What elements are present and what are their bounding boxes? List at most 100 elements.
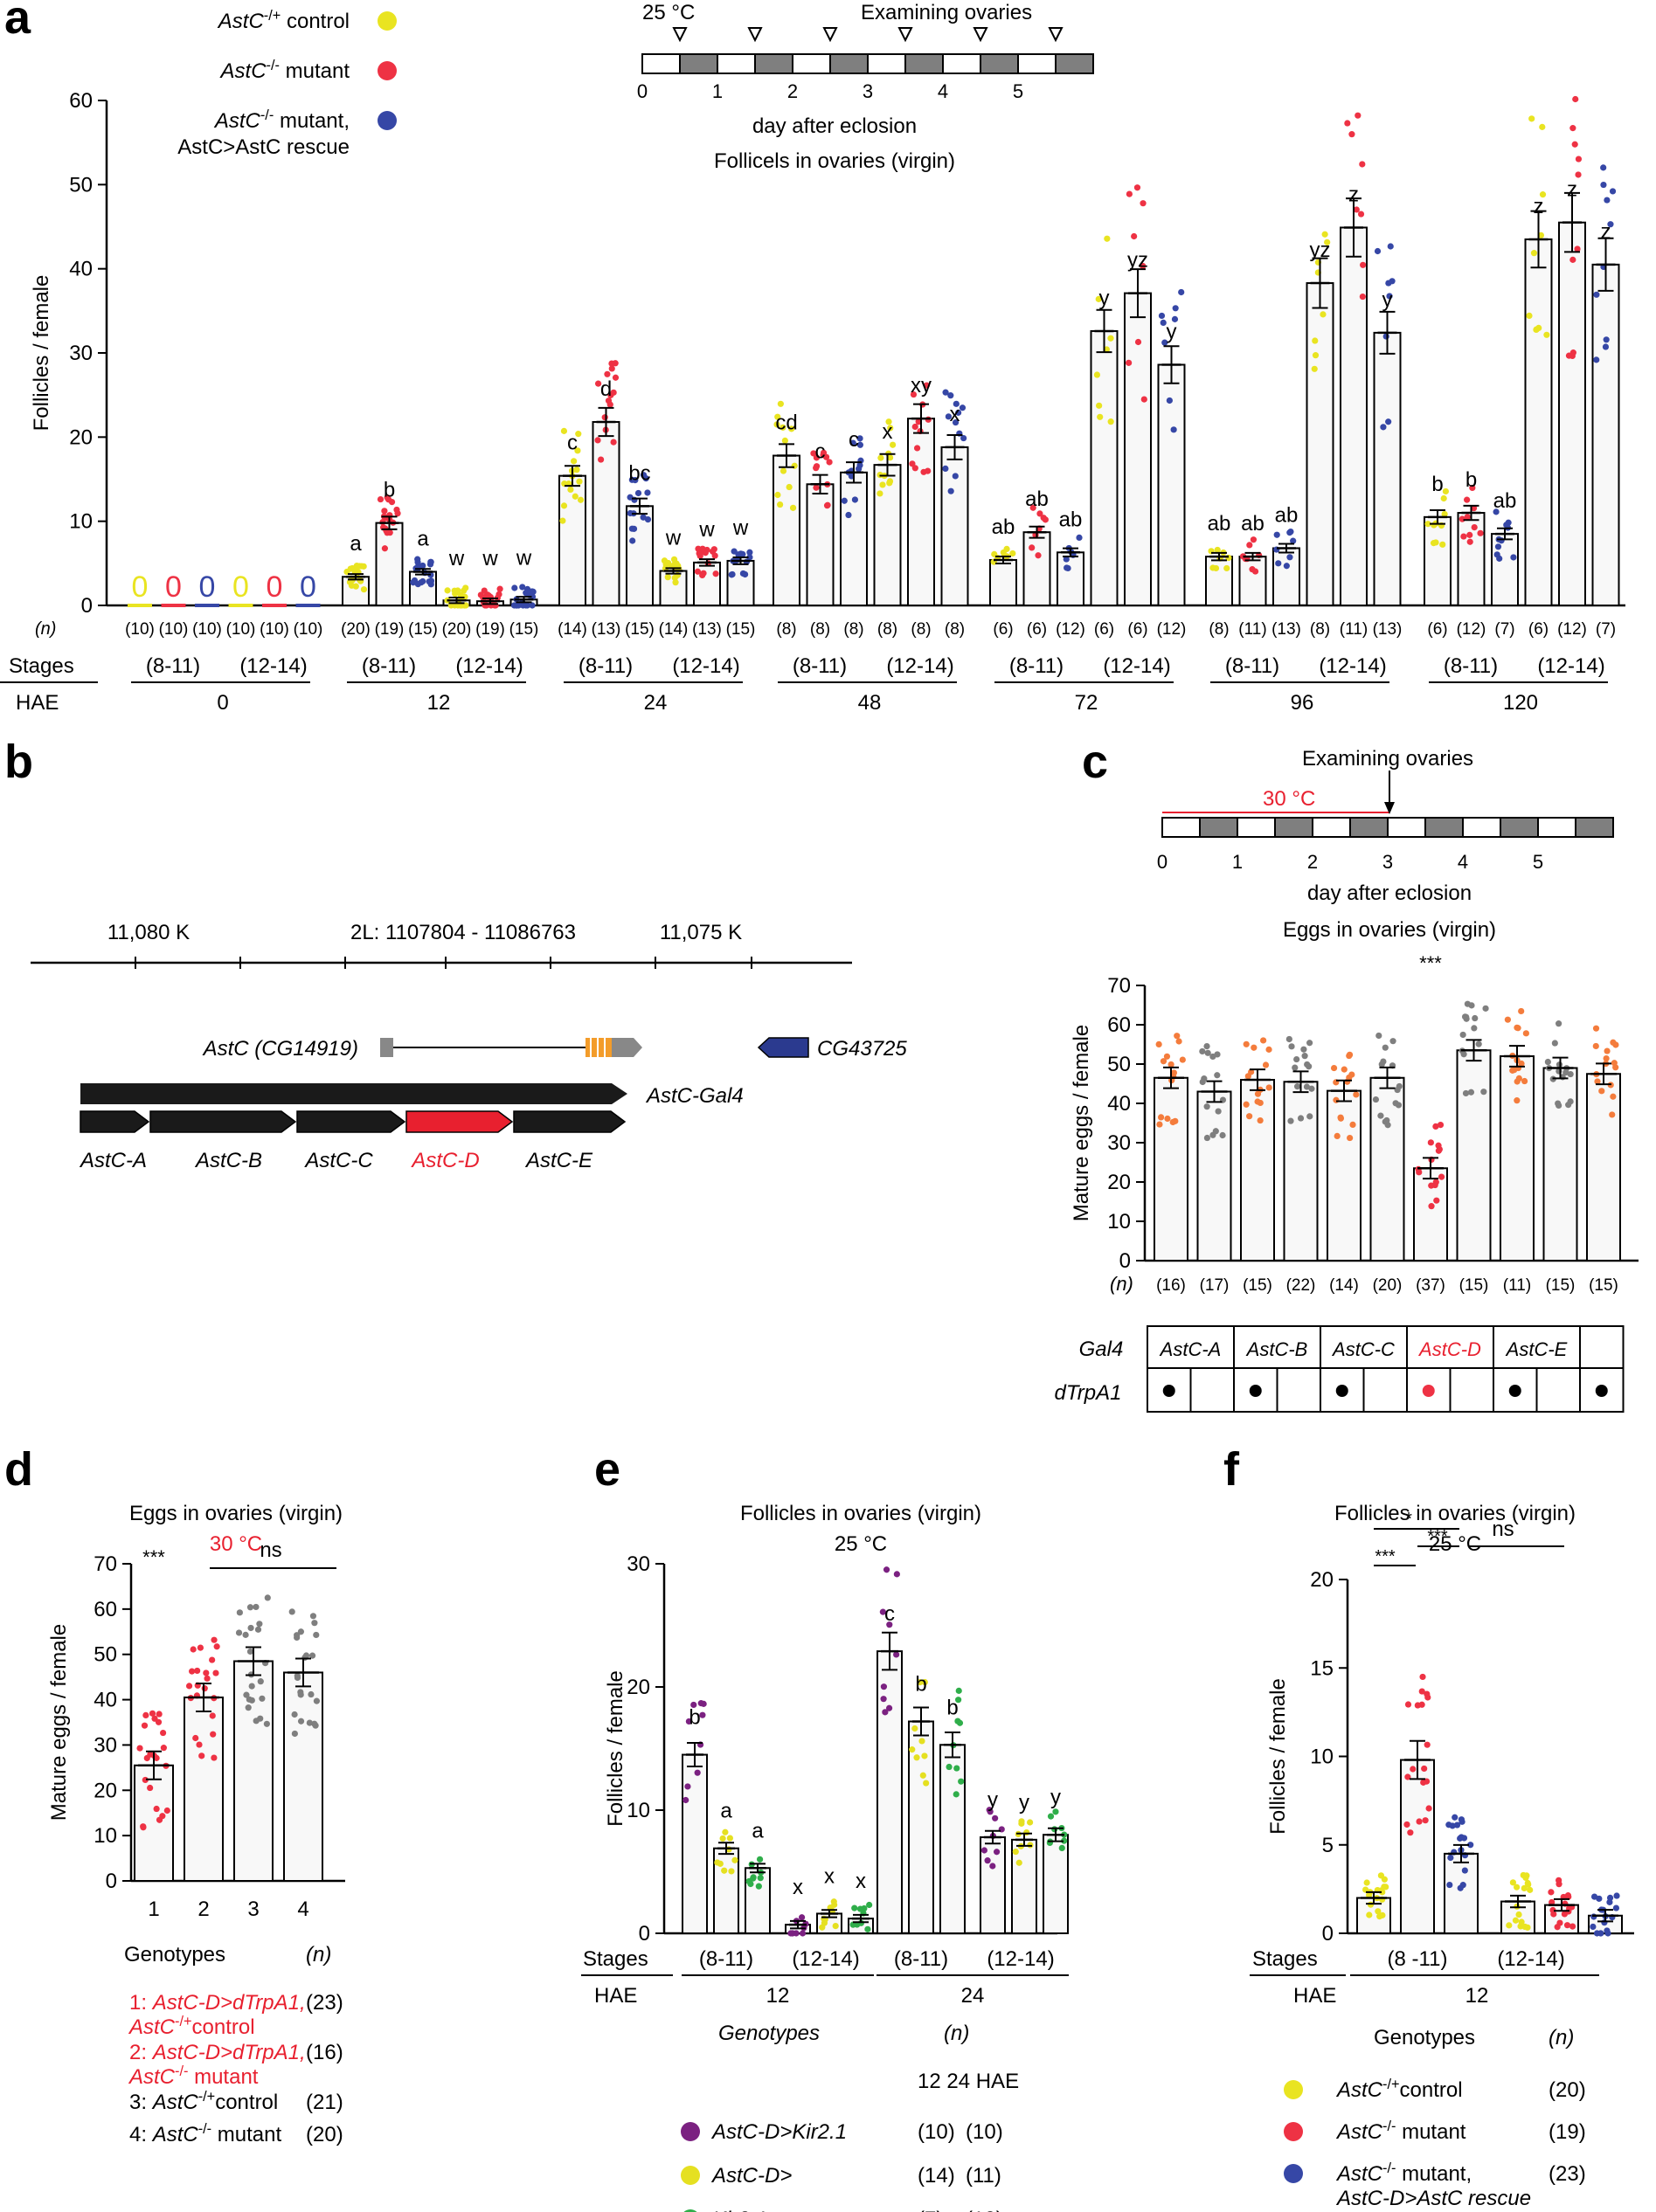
panel-c-point — [1428, 1182, 1435, 1189]
panel-a-stage-label: (8-11) — [362, 654, 416, 678]
panel-e-point — [993, 1849, 1001, 1856]
panel-e-point — [919, 1772, 926, 1779]
panel-c-point — [1155, 1040, 1162, 1047]
panel-a-point — [1439, 541, 1446, 548]
panel-c-point — [1172, 1117, 1179, 1124]
panel-a-y-tick-label: 50 — [69, 173, 93, 197]
panel-e-stat-letter: x — [824, 1864, 835, 1888]
panel-a-point — [1246, 542, 1253, 549]
timeline-a-cell — [641, 53, 681, 74]
panel-f-hae-header: HAE — [1293, 1984, 1336, 2008]
panel-e-legend-name: Kir2.1> — [712, 2208, 779, 2212]
panel-d-point — [308, 1690, 315, 1698]
timeline-a-cell — [1055, 53, 1094, 74]
panel-a-point — [1171, 315, 1179, 322]
panel-a-point — [1539, 123, 1546, 130]
panel-c-point — [1514, 1097, 1521, 1104]
panel-d-legend-n: (23) — [306, 1991, 343, 2015]
panel-e-point — [882, 1709, 889, 1716]
panel-e-point — [946, 1763, 953, 1771]
panel-a-point — [1324, 238, 1331, 245]
panel-b-tick-right: 11,075 K — [660, 921, 742, 944]
panel-a-point — [1178, 288, 1185, 296]
panel-c-point — [1337, 1114, 1344, 1121]
panel-a-point — [604, 370, 611, 377]
panel-e-point — [879, 1608, 886, 1615]
panel-f-legend-dot — [1284, 2164, 1303, 2183]
panel-a-point — [1569, 256, 1576, 263]
panel-f-point — [1422, 1817, 1429, 1824]
panel-d-legend-n: (16) — [306, 2041, 343, 2064]
panel-a-point — [699, 545, 706, 552]
panel-a-point — [664, 574, 671, 581]
panel-a-point — [1344, 120, 1351, 127]
panel-e-point — [984, 1857, 991, 1864]
panel-a-hae-label: 12 — [427, 691, 451, 715]
panel-c-n-label: (16) — [1156, 1276, 1186, 1295]
panel-a-point — [729, 570, 736, 578]
panel-a-point — [696, 552, 703, 559]
panel-d-legend-item: 1: AstC-D>dTrpA1, — [129, 1991, 306, 2015]
panel-a-point — [1385, 280, 1392, 287]
panel-e-hae-label: 12 — [766, 1984, 790, 2008]
panel-a-point — [1076, 534, 1083, 542]
panel-a-point — [1471, 523, 1478, 531]
panel-e-legend-n12: (10) — [918, 2120, 955, 2144]
panel-a-stage-label: (12-14) — [886, 654, 953, 678]
panel-f-legend-item: AstC-/- mutant — [1335, 2119, 1466, 2144]
panel-letter-e: e — [594, 1443, 620, 1496]
panel-e-point — [726, 1835, 733, 1842]
panel-c-point — [1293, 1083, 1301, 1090]
panel-c-point — [1297, 1115, 1305, 1122]
panel-a-bar — [1491, 533, 1519, 606]
panel-c-title: Eggs in ovaries (virgin) — [1283, 918, 1496, 942]
panel-f-point — [1418, 1688, 1425, 1695]
timeline-c-cell — [1500, 817, 1539, 838]
panel-e-point — [856, 1905, 864, 1912]
panel-a-point — [644, 516, 652, 523]
panel-e-point — [1058, 1844, 1065, 1851]
panel-f-point — [1509, 1879, 1517, 1886]
panel-a-point — [960, 434, 967, 442]
panel-c-point — [1300, 1046, 1307, 1053]
panel-a-point — [886, 454, 894, 461]
panel-a-point — [1357, 211, 1365, 218]
panel-a-n-label: (15) — [509, 620, 539, 639]
panel-c-point — [1334, 1132, 1341, 1139]
panel-c-point — [1437, 1122, 1445, 1129]
panel-a-stat-letter: a — [417, 527, 429, 550]
panel-b-fragment-label: AstC-C — [303, 1149, 373, 1172]
panel-a-point — [774, 413, 781, 420]
panel-a-point — [1311, 365, 1318, 372]
panel-e-point — [880, 1696, 887, 1703]
panel-a-point — [1593, 356, 1600, 363]
panel-a-point — [1469, 484, 1476, 492]
panel-f-y-tick-label: 10 — [1310, 1745, 1334, 1769]
panel-d-point — [291, 1711, 298, 1718]
panel-a-n-label: (10) — [125, 620, 155, 639]
panel-a-point — [1355, 112, 1362, 119]
panel-c-point — [1468, 1002, 1475, 1009]
panel-a-point — [1382, 333, 1389, 340]
panel-c-point — [1174, 1033, 1181, 1040]
panel-a-point — [1528, 115, 1535, 122]
panel-a-n-label: (12) — [1557, 620, 1587, 639]
panel-e-point — [918, 1738, 925, 1745]
panel-d-title: Eggs in ovaries (virgin) — [129, 1502, 343, 1525]
timeline-c-examine: Examining ovaries — [1302, 747, 1473, 771]
panel-a-stat-letter: w — [516, 547, 532, 570]
panel-e-stat-letter: x — [793, 1876, 803, 1899]
panel-a-n-label: (10) — [226, 620, 256, 639]
panel-e-point — [699, 1711, 706, 1718]
timeline-a-cell — [792, 53, 831, 74]
panel-f-legend-item: AstC-/- mutant, — [1335, 2160, 1472, 2186]
panel-a-point — [381, 545, 389, 552]
panel-f-point — [1563, 1922, 1571, 1929]
panel-e-point — [1047, 1813, 1055, 1820]
panel-a-legend-dot — [378, 11, 397, 31]
panel-d-point — [263, 1720, 270, 1727]
panel-d-point — [248, 1697, 255, 1704]
panel-a-stat-letter: ab — [1208, 512, 1231, 536]
panel-e-point — [955, 1687, 962, 1694]
panel-e-stage-label: (12-14) — [987, 1947, 1054, 1971]
